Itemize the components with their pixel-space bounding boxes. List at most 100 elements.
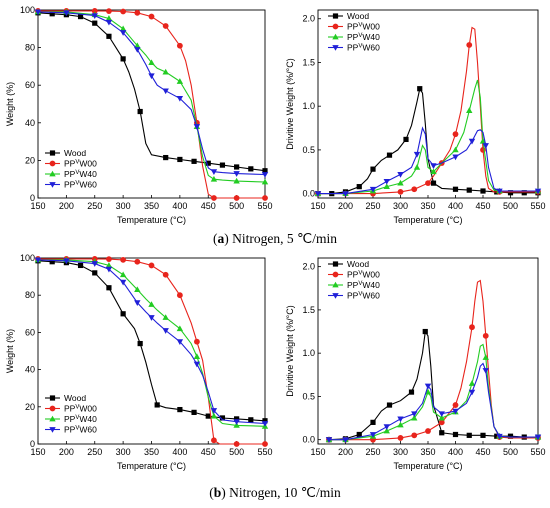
data-point [233, 441, 240, 447]
x-tick-label: 550 [530, 201, 545, 211]
data-point [403, 136, 409, 143]
data-point [452, 402, 459, 408]
legend-label: PPVW60 [64, 425, 97, 435]
data-point [162, 23, 169, 29]
legend-label: Wood [347, 259, 369, 269]
data-point [148, 262, 155, 269]
data-point [466, 107, 473, 113]
data-point [137, 340, 143, 347]
data-point [49, 11, 55, 17]
x-tick-label: 500 [503, 447, 518, 457]
data-point [325, 437, 333, 443]
data-point [413, 151, 421, 158]
x-tick-label: 200 [338, 201, 353, 211]
x-tick-label: 200 [338, 447, 353, 457]
y-tick-label: 0 [30, 439, 35, 449]
x-tick-label: 500 [229, 201, 244, 211]
series-wood [315, 86, 541, 197]
x-tick-label: 300 [393, 447, 408, 457]
data-point [134, 258, 141, 265]
legend-label: PPVW40 [347, 280, 380, 290]
data-point [397, 416, 404, 423]
data-point [194, 338, 200, 345]
legend-marker [332, 13, 339, 19]
data-point [92, 20, 98, 26]
data-point [105, 266, 113, 273]
y-tick-label: 1.0 [302, 348, 315, 358]
chart-a_dtg: 150 200 250 300 350 400 450 500 550 0.0 0.5 1.0 1.5 2… [285, 9, 546, 225]
series-w40 [314, 79, 542, 197]
data-point [193, 124, 201, 130]
x-tick-label: 350 [144, 201, 159, 211]
data-point [397, 435, 404, 441]
legend-marker [332, 45, 339, 51]
data-point [422, 328, 428, 335]
y-tick-label: 100 [20, 5, 35, 15]
x-tick-label: 550 [257, 447, 272, 457]
data-point [176, 95, 184, 102]
data-point [134, 300, 141, 306]
data-point [210, 175, 218, 182]
data-point [176, 78, 184, 84]
data-point [411, 411, 418, 418]
data-point [430, 163, 437, 169]
series-w60 [34, 9, 269, 178]
x-tick-label: 300 [116, 447, 131, 457]
data-point [233, 177, 240, 184]
data-point [134, 9, 141, 16]
data-point [105, 19, 113, 26]
data-point [210, 169, 218, 175]
data-point [369, 432, 377, 438]
y-tick-label: 40 [25, 118, 35, 128]
data-point [248, 417, 254, 423]
data-point [342, 191, 349, 197]
y-axis-label: Drivitive Weight (%/°C) [285, 305, 295, 396]
data-point [233, 419, 240, 425]
data-point [106, 256, 112, 263]
data-point [411, 186, 418, 193]
legend-label: Wood [347, 11, 369, 21]
x-tick-label: 400 [448, 201, 463, 211]
x-tick-label: 150 [310, 201, 325, 211]
data-point [468, 389, 476, 396]
data-point [148, 59, 155, 66]
y-tick-label: 1.5 [302, 305, 315, 315]
data-point [120, 8, 127, 15]
y-tick-label: 20 [25, 155, 35, 165]
data-point [383, 427, 390, 434]
legend-marker [49, 160, 56, 167]
legend-marker [332, 261, 339, 267]
data-point [452, 131, 459, 138]
y-axis-label: Weight (%) [5, 82, 15, 126]
data-point [383, 424, 390, 430]
data-point [34, 257, 42, 264]
data-point [383, 183, 390, 190]
legend-marker [49, 182, 56, 188]
data-point [148, 13, 155, 20]
data-point [425, 180, 431, 187]
y-tick-label: 20 [25, 402, 35, 412]
data-point [386, 402, 393, 408]
data-point [91, 261, 98, 267]
data-point [482, 143, 489, 149]
x-tick-label: 350 [144, 447, 159, 457]
y-tick-label: 80 [25, 43, 35, 53]
legend-marker [332, 281, 339, 288]
data-point [482, 332, 489, 339]
data-point [106, 33, 112, 39]
legend-marker [49, 170, 56, 177]
data-point [261, 421, 269, 427]
caption-a: (a) Nitrogen, 5 ℃/min [213, 231, 337, 246]
data-point [482, 368, 489, 374]
data-point [466, 187, 472, 193]
data-point [193, 353, 201, 359]
x-tick-label: 350 [420, 201, 435, 211]
data-point [452, 431, 459, 438]
data-point [191, 158, 197, 164]
data-point [210, 408, 218, 414]
series-w60 [314, 126, 542, 197]
data-point [119, 279, 127, 286]
legend-label: PPVW00 [64, 404, 97, 414]
data-point [262, 418, 268, 424]
y-tick-label: 1.0 [302, 101, 315, 111]
